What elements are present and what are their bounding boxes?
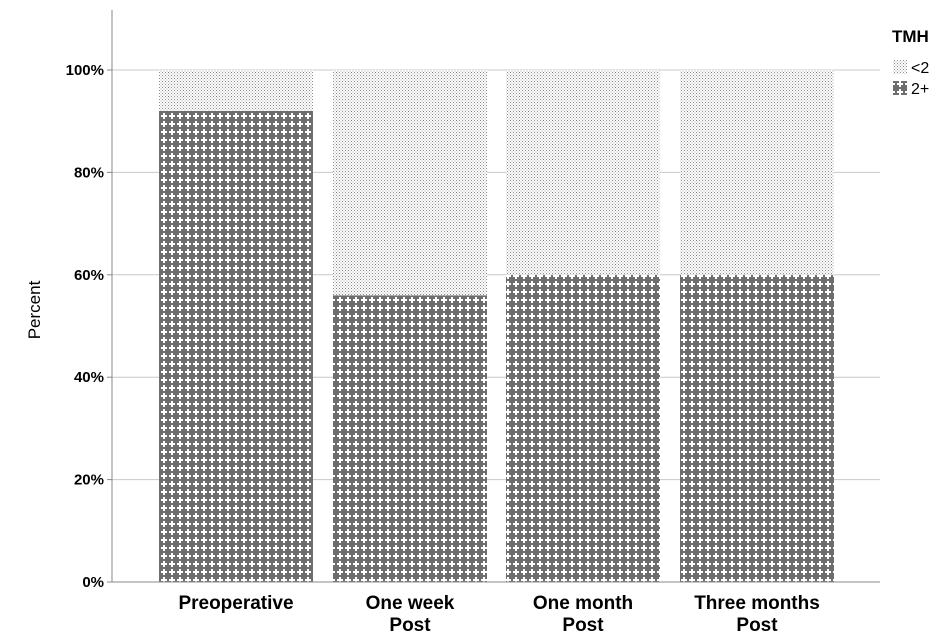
bars <box>159 70 834 583</box>
bar-segment-tmh-2plus-0 <box>159 110 313 583</box>
x-tick-label: Preoperative <box>178 593 293 614</box>
bar-segment-tmh-2plus-1 <box>333 295 487 582</box>
legend-swatch-tmh-under2 <box>893 60 907 74</box>
legend-label: <2 <box>911 60 929 77</box>
y-axis-label: Percent <box>25 280 44 339</box>
x-tick-label: One month Post <box>533 593 633 636</box>
bar-segment-tmh-under2-0 <box>159 70 313 111</box>
bar-segment-tmh-2plus-2 <box>506 274 660 582</box>
y-tick-label: 80% <box>74 164 104 181</box>
bar-segment-tmh-2plus-3 <box>680 274 834 582</box>
axes <box>111 10 880 583</box>
y-tick-label: 60% <box>74 267 104 284</box>
bar-segment-tmh-under2-1 <box>333 70 487 296</box>
y-tick-label: 40% <box>74 369 104 386</box>
legend-label: 2+ <box>911 81 929 98</box>
x-tick-label: One week Post <box>366 593 455 636</box>
y-tick-label: 0% <box>82 574 104 591</box>
legend: TMH <2 2+ <box>892 27 929 98</box>
x-tick-label: Three months Post <box>694 593 820 636</box>
y-tick-label: 100% <box>66 62 104 79</box>
y-tick-labels: 0% 20% 40% 60% 80% 100% <box>66 62 112 591</box>
legend-title: TMH <box>892 27 929 46</box>
legend-swatch-tmh-2plus <box>893 81 907 95</box>
bar-segment-tmh-under2-3 <box>680 70 834 275</box>
y-tick-label: 20% <box>74 472 104 489</box>
bar-segment-tmh-under2-2 <box>506 70 660 275</box>
x-tick-labels: Preoperative One week Post One month Post Thr… <box>178 593 819 636</box>
